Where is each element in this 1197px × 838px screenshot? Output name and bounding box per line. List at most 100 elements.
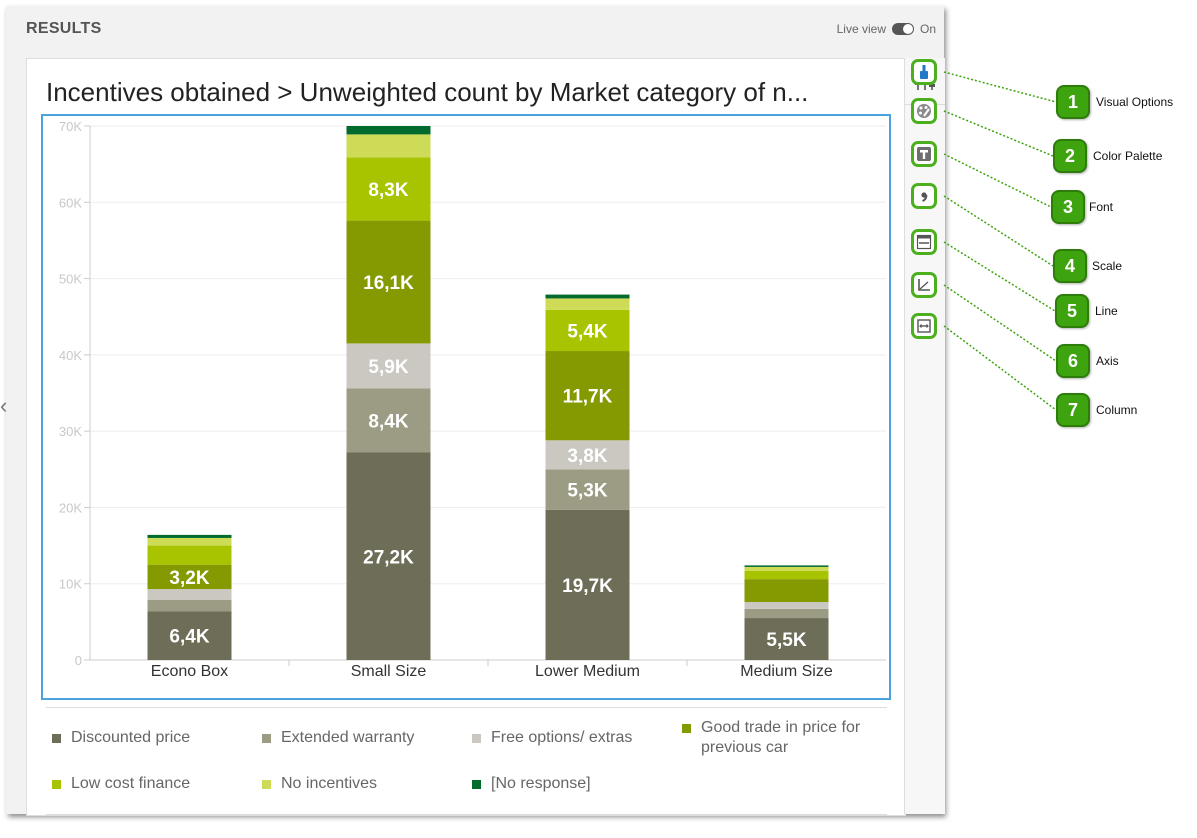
bar-segment[interactable] (744, 602, 829, 609)
legend-label: Free options/ extras (491, 729, 633, 746)
bar-segment[interactable] (147, 564, 232, 590)
bar-segment[interactable] (346, 134, 431, 158)
bar-segment[interactable] (147, 545, 232, 565)
bar-segment[interactable] (744, 579, 829, 603)
bar-segment[interactable] (545, 351, 630, 441)
callout-leader (943, 110, 1054, 157)
y-tick-label: 30K (59, 424, 82, 439)
comma-tool-button[interactable] (911, 183, 937, 209)
bar-segment[interactable] (346, 388, 431, 453)
y-tick-label: 20K (59, 500, 82, 515)
legend-item[interactable]: No incentives (262, 774, 452, 794)
data-label: 5,4K (567, 321, 607, 342)
live-view-toggle[interactable] (891, 23, 914, 35)
data-label: 3,2K (169, 568, 209, 589)
y-tick-label: 60K (59, 195, 82, 210)
axis-icon (916, 277, 932, 293)
legend-item[interactable]: Free options/ extras (472, 728, 662, 748)
bar-segment[interactable] (147, 611, 232, 660)
chart-title: Incentives obtained > Unweighted count b… (46, 77, 809, 107)
y-tick-label: 40K (59, 348, 82, 363)
legend-item[interactable]: Discounted price (52, 728, 242, 748)
axis-tool-button[interactable] (911, 272, 937, 298)
data-label: 11,7K (563, 387, 613, 408)
bar-segment[interactable] (147, 537, 232, 546)
legend-label: [No response] (491, 775, 591, 792)
legend-swatch (262, 780, 271, 789)
legend-item[interactable]: [No response] (472, 774, 662, 794)
column-width-icon (916, 318, 932, 334)
bar-segment[interactable] (744, 566, 829, 571)
legend-item[interactable]: Extended warranty (262, 728, 452, 748)
callout-leader (943, 153, 1052, 208)
palette-icon (916, 103, 932, 119)
callout-badge: 5 (1055, 294, 1089, 328)
palette-tool-button[interactable] (911, 98, 937, 124)
data-label: 8,4K (368, 411, 408, 432)
bar-segment[interactable] (545, 294, 630, 299)
data-label: 5,3K (567, 481, 607, 502)
bar-segment[interactable] (545, 440, 630, 470)
results-title: RESULTS (26, 20, 102, 37)
legend-label: No incentives (281, 775, 378, 792)
line-icon (916, 234, 932, 250)
callout-leader (943, 195, 1054, 267)
bar-segment[interactable] (744, 618, 829, 660)
chart-card: Incentives obtained > Unweighted count b… (26, 58, 906, 816)
paint-brush-tool-button[interactable] (911, 59, 937, 85)
bar-segment[interactable] (346, 157, 431, 221)
data-label: 6,4K (169, 627, 209, 648)
bar-segment[interactable] (545, 469, 630, 510)
bar-segment[interactable] (545, 509, 630, 660)
x-tick-label: Econo Box (151, 663, 228, 680)
callout-label: Color Palette (1093, 149, 1163, 163)
legend-swatch (682, 724, 691, 733)
bar-segment[interactable] (147, 589, 232, 600)
legend-swatch (52, 734, 61, 743)
callout-badge: 1 (1056, 85, 1090, 119)
callout-badge: 6 (1056, 344, 1090, 378)
column-width-tool-button[interactable] (911, 313, 937, 339)
y-tick-label: 0 (75, 653, 82, 668)
callout-leader (943, 71, 1057, 103)
data-label: 5,5K (766, 630, 806, 651)
bar-segment[interactable] (545, 309, 630, 352)
bar-segment[interactable] (147, 599, 232, 612)
chevron-left-icon[interactable]: ‹ (0, 393, 8, 418)
data-label: 19,7K (562, 576, 613, 597)
line-tool-button[interactable] (911, 229, 937, 255)
y-tick-label: 70K (59, 119, 82, 134)
legend-swatch (262, 734, 271, 743)
plot-selection-frame[interactable]: 0 10K 20K 30K 40K 50K 60K 70K 6,4K 3,2K Econo Box 2… (41, 114, 891, 700)
callout-label: Column (1096, 403, 1138, 417)
paint-brush-icon (917, 64, 931, 80)
bar-segment[interactable] (346, 343, 431, 389)
legend-item[interactable]: Low cost finance (52, 774, 242, 794)
chart-legend: Discounted price Extended warranty Free op… (46, 707, 887, 815)
results-panel: RESULTS Live view On Incentives obtained… (6, 6, 945, 816)
legend-item[interactable]: Good trade in price for previous car (682, 718, 872, 758)
bar-segment[interactable] (744, 608, 829, 619)
bar-segment[interactable] (346, 126, 431, 135)
bar-segment[interactable] (346, 220, 431, 344)
bar-segment[interactable] (744, 570, 829, 580)
callout-leader (943, 284, 1057, 362)
data-label: 27,2K (363, 547, 414, 568)
callout-badge: 3 (1051, 190, 1085, 224)
callout-badge: 2 (1053, 139, 1087, 173)
bar-segment[interactable] (147, 534, 232, 538)
bar-segment[interactable] (545, 298, 630, 310)
data-label: 5,9K (368, 357, 408, 378)
font-tool-button[interactable] (911, 141, 937, 167)
callout-label: Scale (1092, 259, 1123, 273)
legend-swatch (52, 780, 61, 789)
legend-swatch (472, 780, 481, 789)
live-view-state: On (919, 22, 936, 36)
font-icon (916, 146, 932, 162)
bar-segment[interactable] (346, 452, 431, 660)
legend-label: Low cost finance (71, 775, 191, 792)
live-view-control: Live view On (837, 22, 936, 36)
bar-segment[interactable] (744, 565, 829, 567)
stacked-bar-chart: 0 10K 20K 30K 40K 50K 60K 70K 6,4K 3,2K Econo Box 2… (59, 119, 886, 680)
x-tick-label: Small Size (351, 663, 427, 680)
